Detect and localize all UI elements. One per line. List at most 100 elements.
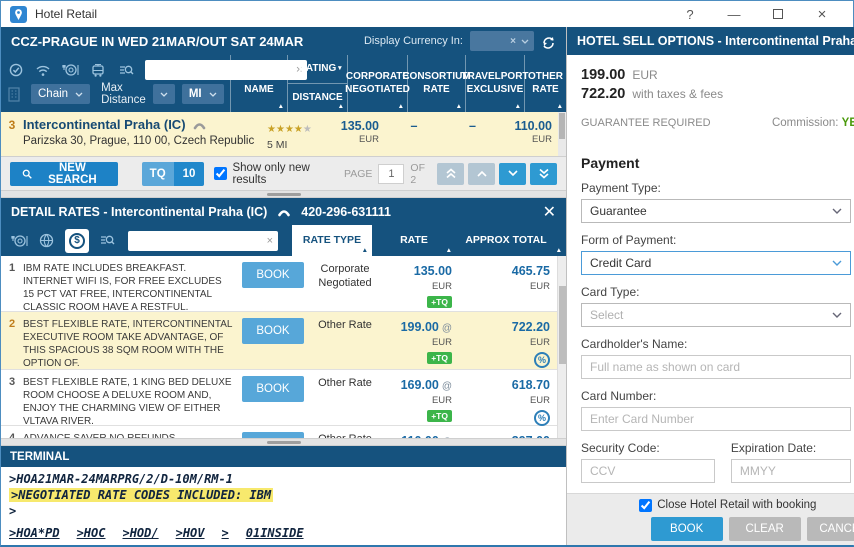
maximize-button[interactable] — [756, 7, 800, 22]
availability-filter-icon[interactable] — [8, 63, 24, 77]
consortium-label: CONSORTIUM RATE — [402, 71, 471, 95]
rate-row[interactable]: 4 ADVANCE SAVER NO REFUNDS, INTERCONTINE… — [1, 426, 566, 438]
card-type-select[interactable]: Select — [581, 303, 851, 327]
column-header-distance[interactable]: DISTANCE ▲ — [288, 83, 347, 112]
terminal-command-link[interactable]: >HOC — [76, 526, 106, 540]
rate-currency: EUR — [431, 395, 452, 406]
terminal-command-link[interactable]: >HOV — [175, 526, 205, 540]
rate-value: 199.00 — [400, 320, 439, 334]
sort-asc-icon: ▲ — [455, 102, 462, 110]
column-header-rate-type[interactable]: RATE TYPE ▲ — [292, 225, 372, 256]
terminal-command-link[interactable]: 01INSIDE — [245, 526, 304, 540]
clear-button[interactable]: CLEAR — [728, 516, 801, 541]
rate-row-selected[interactable]: 2 BEST FLEXIBLE RATE, INTERCONTINENTAL E… — [1, 312, 566, 370]
column-header-corporate[interactable]: CORPORATE NEGOTIATED ▲ — [345, 55, 410, 112]
clear-search-icon[interactable]: × — [296, 64, 303, 76]
terminal-quick-commands: >HOA*PD >HOC >HOD/ >HOV > 01INSIDE — [9, 526, 304, 540]
star-icon: ★ — [275, 124, 285, 135]
restaurant-filter-icon[interactable] — [62, 63, 79, 77]
rate-description: BEST FLEXIBLE RATE, 1 KING BED DELUXE RO… — [23, 377, 232, 427]
last-page-button[interactable] — [530, 162, 557, 185]
cardholder-name-input[interactable] — [581, 355, 851, 379]
book-button[interactable]: BOOK — [242, 376, 304, 402]
other-rate-label: OTHER RATE — [528, 71, 563, 95]
column-header-consortium[interactable]: CONSORTIUM RATE ▲ — [402, 55, 471, 112]
terminal-command-link[interactable]: >HOA*PD — [9, 526, 60, 540]
transit-filter-icon[interactable] — [90, 63, 106, 77]
detail-rates-header: DETAIL RATES - Intercontinental Praha (I… — [1, 198, 566, 225]
column-header-hotel-name[interactable]: HOTEL NAME ▲ — [230, 55, 287, 112]
terminal-command-link[interactable]: > — [221, 526, 229, 540]
show-only-new-checkbox[interactable] — [214, 167, 228, 180]
rate-currency: EUR — [632, 68, 658, 82]
terminal-command-link[interactable]: >HOD/ — [122, 526, 159, 540]
terminal-output[interactable]: >HOA21MAR-24MARPRG/2/D-10M/RM-1 >NEGOTIA… — [1, 467, 566, 545]
clear-search-icon[interactable]: × — [266, 234, 273, 247]
column-header-other-rate[interactable]: OTHER RATE ▲ — [524, 55, 566, 112]
column-header-travelport[interactable]: TRAVELPORT EXCLUSIVE ▲ — [461, 55, 529, 112]
security-code-input[interactable] — [581, 459, 715, 483]
rate-search-box[interactable]: × — [128, 230, 278, 251]
column-header-rate[interactable]: RATE ▲ — [372, 225, 456, 256]
hotel-search-box[interactable]: × — [145, 60, 308, 80]
display-currency-select[interactable]: × — [470, 31, 534, 51]
form-of-payment-select[interactable]: Credit Card — [581, 251, 851, 275]
hotel-rating: ★★★★★ 5 MI — [265, 112, 325, 156]
hotel-result-row[interactable]: 3 Intercontinental Praha (IC) Parizska 3… — [1, 112, 566, 157]
rates-scrollbar[interactable] — [557, 256, 566, 438]
book-button[interactable]: BOOK — [242, 318, 304, 344]
cancel-button[interactable]: CANCEL — [806, 516, 854, 541]
close-detail-rates-icon[interactable]: ✕ — [542, 203, 556, 221]
building-filter-icon[interactable] — [8, 86, 20, 102]
payment-heading: Payment — [581, 155, 640, 171]
max-distance-select[interactable] — [152, 84, 175, 104]
hotel-sell-options-panel: HOTEL SELL OPTIONS - Intercontinental Pr… — [566, 27, 854, 545]
next-page-button[interactable] — [499, 162, 526, 185]
sort-asc-icon: ▲ — [514, 102, 521, 110]
rate-row[interactable]: 1 IBM RATE INCLUDES BREAKFAST. INTERNET … — [1, 256, 566, 313]
rate-row[interactable]: 3 BEST FLEXIBLE RATE, 1 KING BED DELUXE … — [1, 370, 566, 427]
meal-filter-icon[interactable] — [11, 234, 28, 248]
close-with-booking-checkbox[interactable] — [639, 498, 653, 512]
hotel-search-input[interactable] — [150, 64, 292, 76]
hotel-phone-number: 420-296-631111 — [301, 204, 391, 219]
refresh-icon[interactable] — [541, 34, 556, 49]
other-rate-value: 110.00 — [514, 119, 552, 133]
hotel-search-header: CCZ-PRAGUE IN WED 21MAR/OUT SAT 24MAR Di… — [1, 27, 566, 55]
new-search-button[interactable]: NEW SEARCH — [10, 161, 118, 186]
show-only-new-results[interactable]: Show only new results — [214, 162, 328, 186]
column-header-rating[interactable]: RATING ▼ — [288, 55, 347, 83]
card-number-input[interactable] — [581, 407, 851, 431]
first-page-button[interactable] — [437, 162, 464, 185]
tq-queue-badge[interactable]: TQ 10 — [141, 161, 205, 186]
close-with-booking-label: Close Hotel Retail with booking — [657, 499, 817, 511]
minimize-button[interactable]: — — [727, 6, 741, 22]
distance-unit-select[interactable]: MI — [181, 84, 224, 104]
approx-total-value: 618.70 — [511, 378, 550, 392]
scrollbar-thumb[interactable] — [559, 286, 566, 364]
rate-filter-active-icon[interactable]: $ — [65, 228, 89, 253]
expiration-date-input[interactable] — [730, 459, 851, 483]
column-header-approx-total[interactable]: APPROX TOTAL ▲ — [456, 225, 566, 256]
book-submit-button[interactable]: BOOK — [650, 516, 723, 541]
card-number-label: Card Number: — [581, 389, 657, 403]
globe-filter-icon[interactable] — [39, 233, 54, 248]
clear-icon[interactable]: × — [510, 35, 516, 47]
panel-splitter[interactable] — [1, 190, 566, 198]
close-with-booking-option[interactable]: Close Hotel Retail with booking — [577, 498, 854, 512]
close-button[interactable]: × — [817, 5, 827, 23]
rate-search-input[interactable] — [133, 234, 263, 247]
help-button[interactable]: ? — [686, 6, 694, 22]
payment-type-select[interactable]: Guarantee — [581, 199, 851, 223]
hotel-name[interactable]: Intercontinental Praha (IC) — [23, 117, 186, 132]
book-button[interactable]: BOOK — [242, 262, 304, 288]
rate-changed-icon: @ — [441, 323, 452, 334]
hotel-list-scrollbar[interactable] — [558, 112, 566, 156]
chain-select[interactable]: Chain — [31, 84, 91, 104]
page-input[interactable] — [378, 163, 405, 184]
panel-splitter[interactable] — [1, 438, 566, 446]
prev-page-button[interactable] — [468, 162, 495, 185]
wifi-filter-icon[interactable] — [35, 64, 51, 77]
book-button[interactable]: BOOK — [242, 432, 304, 438]
